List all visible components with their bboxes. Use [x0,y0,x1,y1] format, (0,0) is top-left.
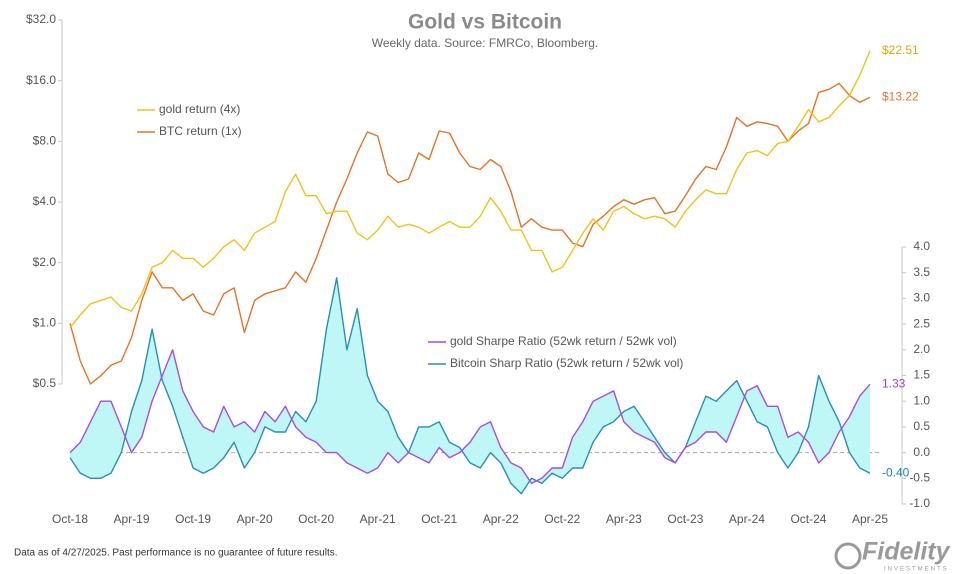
x-tick-label: Apr-20 [237,512,273,526]
y-tick-label: $2.0 [33,255,57,269]
y2-tick-label: 0.5 [913,419,930,433]
legend-label: Bitcoin Sharp Ratio (52wk return / 52wk … [450,356,683,370]
brand-sub: INVESTMENTS [884,567,949,573]
x-tick-label: Oct-22 [544,512,580,526]
y2-tick-label: 2.5 [913,316,930,330]
x-tick-label: Apr-24 [729,512,765,526]
x-tick-label: Apr-19 [114,512,150,526]
end-label: 1.33 [882,376,906,390]
end-label: -0.40 [882,465,910,479]
series-line [69,82,871,385]
series-line [69,277,871,495]
legend-label: gold Sharpe Ratio (52wk return / 52wk vo… [450,334,677,348]
y2-tick-label: -1.0 [909,496,930,510]
y-tick-label: $0.5 [33,376,57,390]
x-tick-label: Apr-22 [483,512,519,526]
y2-tick-label: -0.5 [909,470,930,484]
x-tick-label: Apr-21 [360,512,396,526]
legend-label: gold return (4x) [159,102,240,116]
brand-logo: Fidelity INVESTMENTS [834,538,951,573]
chart-title: Gold vs Bitcoin [408,11,562,34]
y-tick-label: $1.0 [33,316,57,330]
y2-tick-label: 1.5 [913,368,930,382]
legend-label: BTC return (1x) [159,124,242,138]
footnote: Data as of 4/27/2025. Past performance i… [14,548,338,559]
sharpe-spread-fill [70,277,870,494]
x-tick-label: Oct-19 [175,512,211,526]
x-tick-label: Oct-18 [52,512,88,526]
logo-icon [834,542,862,570]
x-tick-label: Oct-23 [667,512,703,526]
y2-tick-label: 0.0 [913,445,930,459]
x-tick-label: Apr-23 [606,512,642,526]
y2-tick-label: 2.0 [913,342,930,356]
x-tick-label: Oct-20 [298,512,334,526]
y-tick-label: $32.0 [26,12,56,26]
y2-tick-label: 1.0 [913,393,930,407]
x-tick-label: Apr-25 [852,512,888,526]
series-line [69,349,871,485]
end-label: $13.22 [882,90,919,104]
y-tick-label: $4.0 [33,194,57,208]
y-tick-label: $8.0 [33,134,57,148]
chart-subtitle: Weekly data. Source: FMRCo, Bloomberg. [372,36,599,50]
brand-name: Fidelity [862,538,951,566]
x-tick-label: Oct-24 [790,512,826,526]
y-tick-label: $16.0 [26,73,56,87]
y2-tick-label: 3.0 [913,291,930,305]
x-tick-label: Oct-21 [421,512,457,526]
series-line [69,50,871,329]
y2-tick-label: 3.5 [913,265,930,279]
y2-tick-label: 4.0 [913,239,930,253]
end-label: $22.51 [882,43,919,57]
